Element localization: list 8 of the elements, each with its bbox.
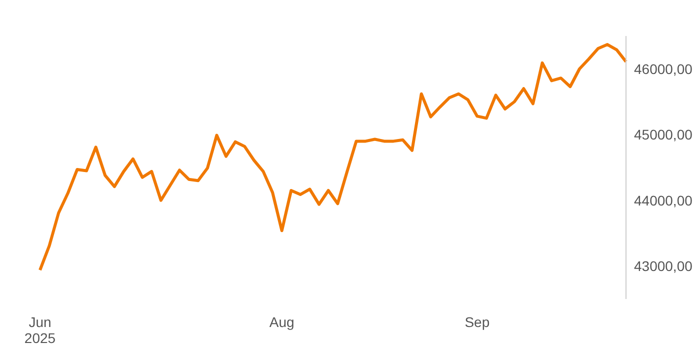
x-tick-label: Sep: [464, 314, 490, 330]
y-tick-label: 46000,00: [634, 60, 693, 77]
line-series: [38, 43, 628, 272]
y-tick-label: 43000,00: [634, 258, 693, 274]
x-tick-label: Jun 2025: [24, 314, 56, 346]
x-tick-label: Aug: [269, 314, 294, 330]
y-tick-label: 45000,00: [634, 126, 693, 143]
y-tick-label: 44000,00: [634, 192, 693, 208]
